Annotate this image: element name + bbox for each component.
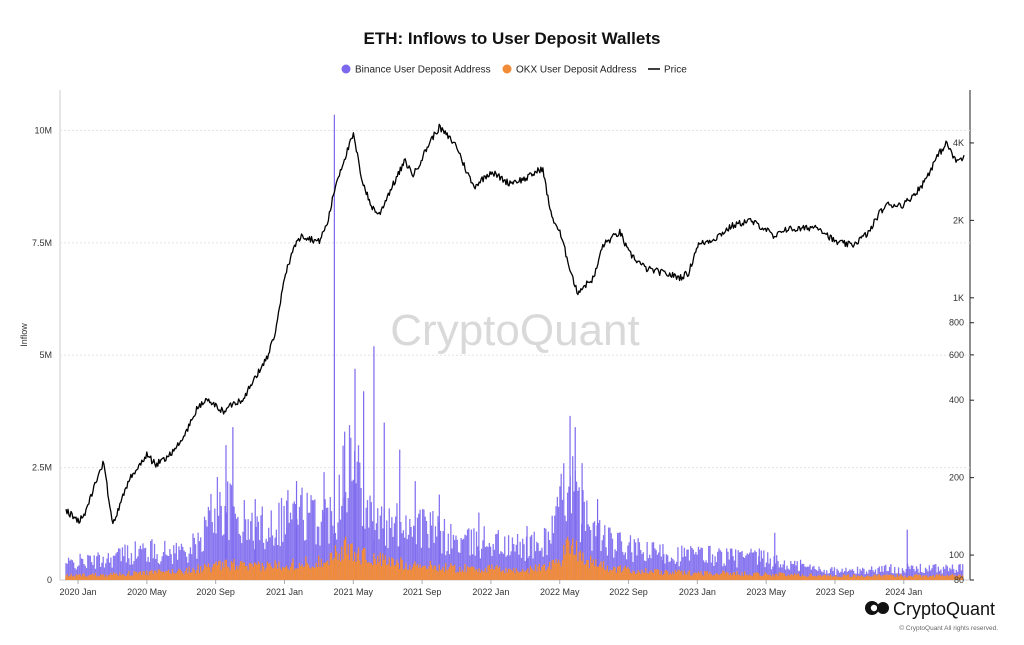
legend-label-binance[interactable]: Binance User Deposit Address	[355, 65, 491, 76]
y2-tick-label-6: 1K	[953, 293, 964, 303]
y2-tick-label-4: 600	[949, 350, 964, 360]
x-tick-label-4: 2021 May	[334, 587, 374, 597]
x-axis-ticks: 2020 Jan 2020 May 2020 Sep 2021 Jan 2021 May…	[60, 580, 922, 597]
x-tick-label-12: 2024 Jan	[885, 587, 922, 597]
y2-tick-label-5: 800	[949, 318, 964, 328]
y2-tick-label-3: 400	[949, 395, 964, 405]
y2-tick-label-2: 200	[949, 473, 964, 483]
y-tick-label-2: 5M	[39, 350, 52, 360]
legend-swatch-binance	[341, 64, 351, 74]
okx-series-front	[65, 536, 964, 580]
chart-title: ETH: Inflows to User Deposit Wallets	[364, 29, 661, 48]
y-tick-label-4: 10M	[34, 125, 52, 135]
x-tick-label-3: 2021 Jan	[266, 587, 303, 597]
watermark: CryptoQuant	[390, 306, 639, 355]
x-tick-label-1: 2020 May	[127, 587, 167, 597]
y-tick-label-3: 7.5M	[32, 238, 52, 248]
y-tick-label-0: 0	[47, 575, 52, 585]
price-series	[65, 123, 965, 525]
legend-label-price[interactable]: Price	[664, 65, 687, 76]
y-axis-ticks: 0 2.5M 5M 7.5M 10M	[32, 125, 52, 585]
y2-tick-label-0: 80	[954, 575, 964, 585]
y-tick-label-1: 2.5M	[32, 463, 52, 473]
price-line	[65, 123, 965, 525]
x-tick-label-2: 2020 Sep	[196, 587, 235, 597]
legend-swatch-okx	[502, 64, 512, 74]
x-tick-label-0: 2020 Jan	[60, 587, 97, 597]
x-tick-label-8: 2022 Sep	[609, 587, 648, 597]
y2-tick-label-7: 2K	[953, 215, 964, 225]
x-tick-label-9: 2023 Jan	[679, 587, 716, 597]
legend: Binance User Deposit Address OKX User De…	[341, 64, 687, 76]
y-axis-label: Inflow	[19, 323, 29, 347]
brand-logo: CryptoQuant	[865, 599, 995, 619]
y2-tick-label-8: 4K	[953, 138, 964, 148]
x-tick-label-5: 2021 Sep	[403, 587, 442, 597]
x-tick-label-6: 2022 Jan	[472, 587, 509, 597]
brand-name: CryptoQuant	[893, 599, 995, 619]
x-tick-label-7: 2022 May	[540, 587, 580, 597]
y2-tick-label-1: 100	[949, 550, 964, 560]
x-tick-label-11: 2023 Sep	[816, 587, 855, 597]
legend-label-okx[interactable]: OKX User Deposit Address	[516, 65, 637, 76]
y2-axis-ticks: 80 100 200 400 600 800 1K 2K 4K	[949, 138, 974, 585]
copyright: © CryptoQuant All rights reserved.	[899, 624, 998, 632]
x-tick-label-10: 2023 May	[746, 587, 786, 597]
